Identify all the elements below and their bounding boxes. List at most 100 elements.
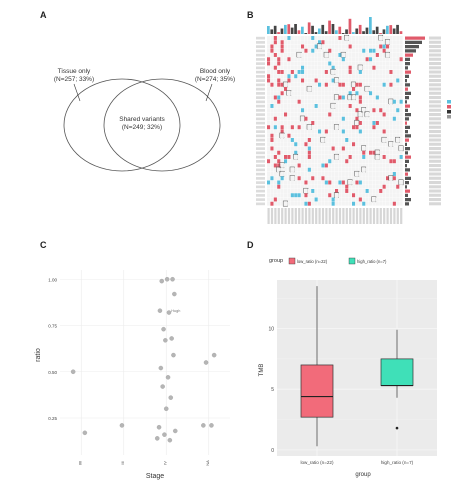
heatmap-cell	[335, 61, 339, 66]
heatmap-cell	[362, 53, 366, 57]
heatmap-cell	[348, 53, 352, 57]
heatmap-cell	[352, 48, 356, 53]
heatmap-cell	[328, 172, 332, 176]
heatmap-cell	[284, 61, 288, 66]
heatmap-left-label-placeholder	[256, 134, 265, 138]
heatmap-cell	[389, 133, 393, 138]
heatmap-left-label-placeholder	[256, 79, 265, 82]
heatmap-cell	[267, 150, 271, 155]
heatmap-cell	[396, 121, 400, 125]
heatmap-cell	[392, 70, 396, 74]
heatmap-cell	[297, 44, 301, 49]
heatmap-cell	[399, 53, 403, 57]
heatmap-left-label-placeholder	[256, 155, 265, 159]
heatmap-cell	[369, 40, 373, 45]
heatmap-side-bar	[405, 155, 411, 159]
heatmap-cell	[314, 172, 318, 176]
heatmap-cell	[365, 142, 369, 147]
heatmap-cell-red	[290, 70, 294, 74]
heatmap-row-label-placeholder	[429, 176, 441, 180]
heatmap-cell	[355, 138, 359, 142]
heatmap-cell	[355, 189, 359, 193]
heatmap-cell	[324, 57, 328, 62]
heatmap-cell-red	[392, 159, 396, 164]
heatmap-cell	[372, 91, 376, 96]
heatmap-cell-blue	[358, 129, 362, 134]
heatmap-cell	[273, 167, 277, 172]
heatmap-side-bar	[405, 185, 407, 189]
heatmap-cell-red	[273, 65, 277, 70]
heatmap-cell	[287, 150, 291, 155]
heatmap-cell-blue	[375, 95, 379, 100]
heatmap-cell	[341, 40, 345, 45]
heatmap-side-bar	[405, 125, 410, 129]
heatmap-cell	[382, 201, 386, 206]
heatmap-cell	[348, 184, 352, 189]
heatmap-cell	[355, 48, 359, 53]
heatmap-cell	[321, 53, 325, 57]
heatmap-cell	[386, 125, 390, 130]
heatmap-cell	[307, 142, 311, 147]
heatmap-cell	[304, 99, 308, 104]
heatmap-cell	[331, 142, 335, 147]
heatmap-cell	[280, 197, 284, 202]
heatmap-cell	[273, 87, 277, 91]
heatmap-cell	[335, 146, 339, 151]
heatmap-cell	[331, 91, 335, 96]
heatmap-left-label-placeholder	[256, 49, 265, 53]
ratio-stage-scatter: ratio Stage 0.250.500.751.00I/II III IV NAH…	[35, 270, 230, 480]
heatmap-left-label-placeholder	[256, 92, 265, 95]
heatmap-cell	[297, 108, 301, 113]
heatmap-cell	[338, 167, 342, 172]
panel-label-b: B	[247, 10, 254, 20]
heatmap-cell	[304, 87, 308, 91]
heatmap-cell-blue	[324, 180, 328, 185]
heatmap-cell	[341, 142, 345, 147]
heatmap-cell	[362, 40, 366, 45]
heatmap-row-label-placeholder	[429, 104, 441, 108]
heatmap-cell	[331, 184, 335, 189]
heatmap-cell	[335, 99, 339, 104]
heatmap-cell	[301, 99, 305, 104]
heatmap-cell-red	[307, 201, 311, 206]
heatmap-cell	[297, 201, 301, 206]
heatmap-cell	[331, 99, 335, 104]
heatmap-cell	[290, 197, 294, 202]
heatmap-cell	[392, 40, 396, 45]
heatmap-cell	[382, 116, 386, 121]
heatmap-cell	[267, 197, 271, 202]
heatmap-cell	[311, 172, 315, 176]
heatmap-side-bar	[405, 83, 410, 87]
heatmap-cell	[355, 155, 359, 159]
heatmap-cell	[270, 189, 274, 193]
heatmap-cell	[270, 65, 274, 70]
heatmap-cell	[314, 36, 318, 40]
heatmap-cell	[318, 180, 322, 185]
heatmap-cell-blue	[341, 57, 345, 62]
heatmap-cell	[386, 193, 390, 198]
heatmap-cell	[307, 74, 311, 79]
heatmap-cell	[324, 167, 328, 172]
heatmap-cell	[369, 82, 373, 87]
heatmap-cell	[389, 138, 393, 142]
heatmap-cell	[294, 57, 298, 62]
heatmap-cell	[280, 167, 284, 172]
heatmap-cell	[386, 40, 390, 45]
heatmap-cell	[369, 61, 373, 66]
heatmap-cell	[328, 146, 332, 151]
heatmap-cell-red	[280, 44, 284, 49]
heatmap-cell	[331, 176, 335, 181]
heatmap-row-label-placeholder	[429, 36, 441, 40]
heatmap-cell	[389, 189, 393, 193]
heatmap-cell	[284, 201, 288, 206]
heatmap-col-label-placeholder	[345, 208, 348, 224]
heatmap-cell	[386, 150, 390, 155]
heatmap-cell	[287, 112, 291, 117]
heatmap-cell	[328, 167, 332, 172]
heatmap-cell	[365, 82, 369, 87]
heatmap-cell-red	[396, 184, 400, 189]
heatmap-cell	[307, 40, 311, 45]
heatmap-cell	[372, 95, 376, 100]
heatmap-cell	[318, 36, 322, 40]
heatmap-side-bar	[405, 100, 407, 104]
